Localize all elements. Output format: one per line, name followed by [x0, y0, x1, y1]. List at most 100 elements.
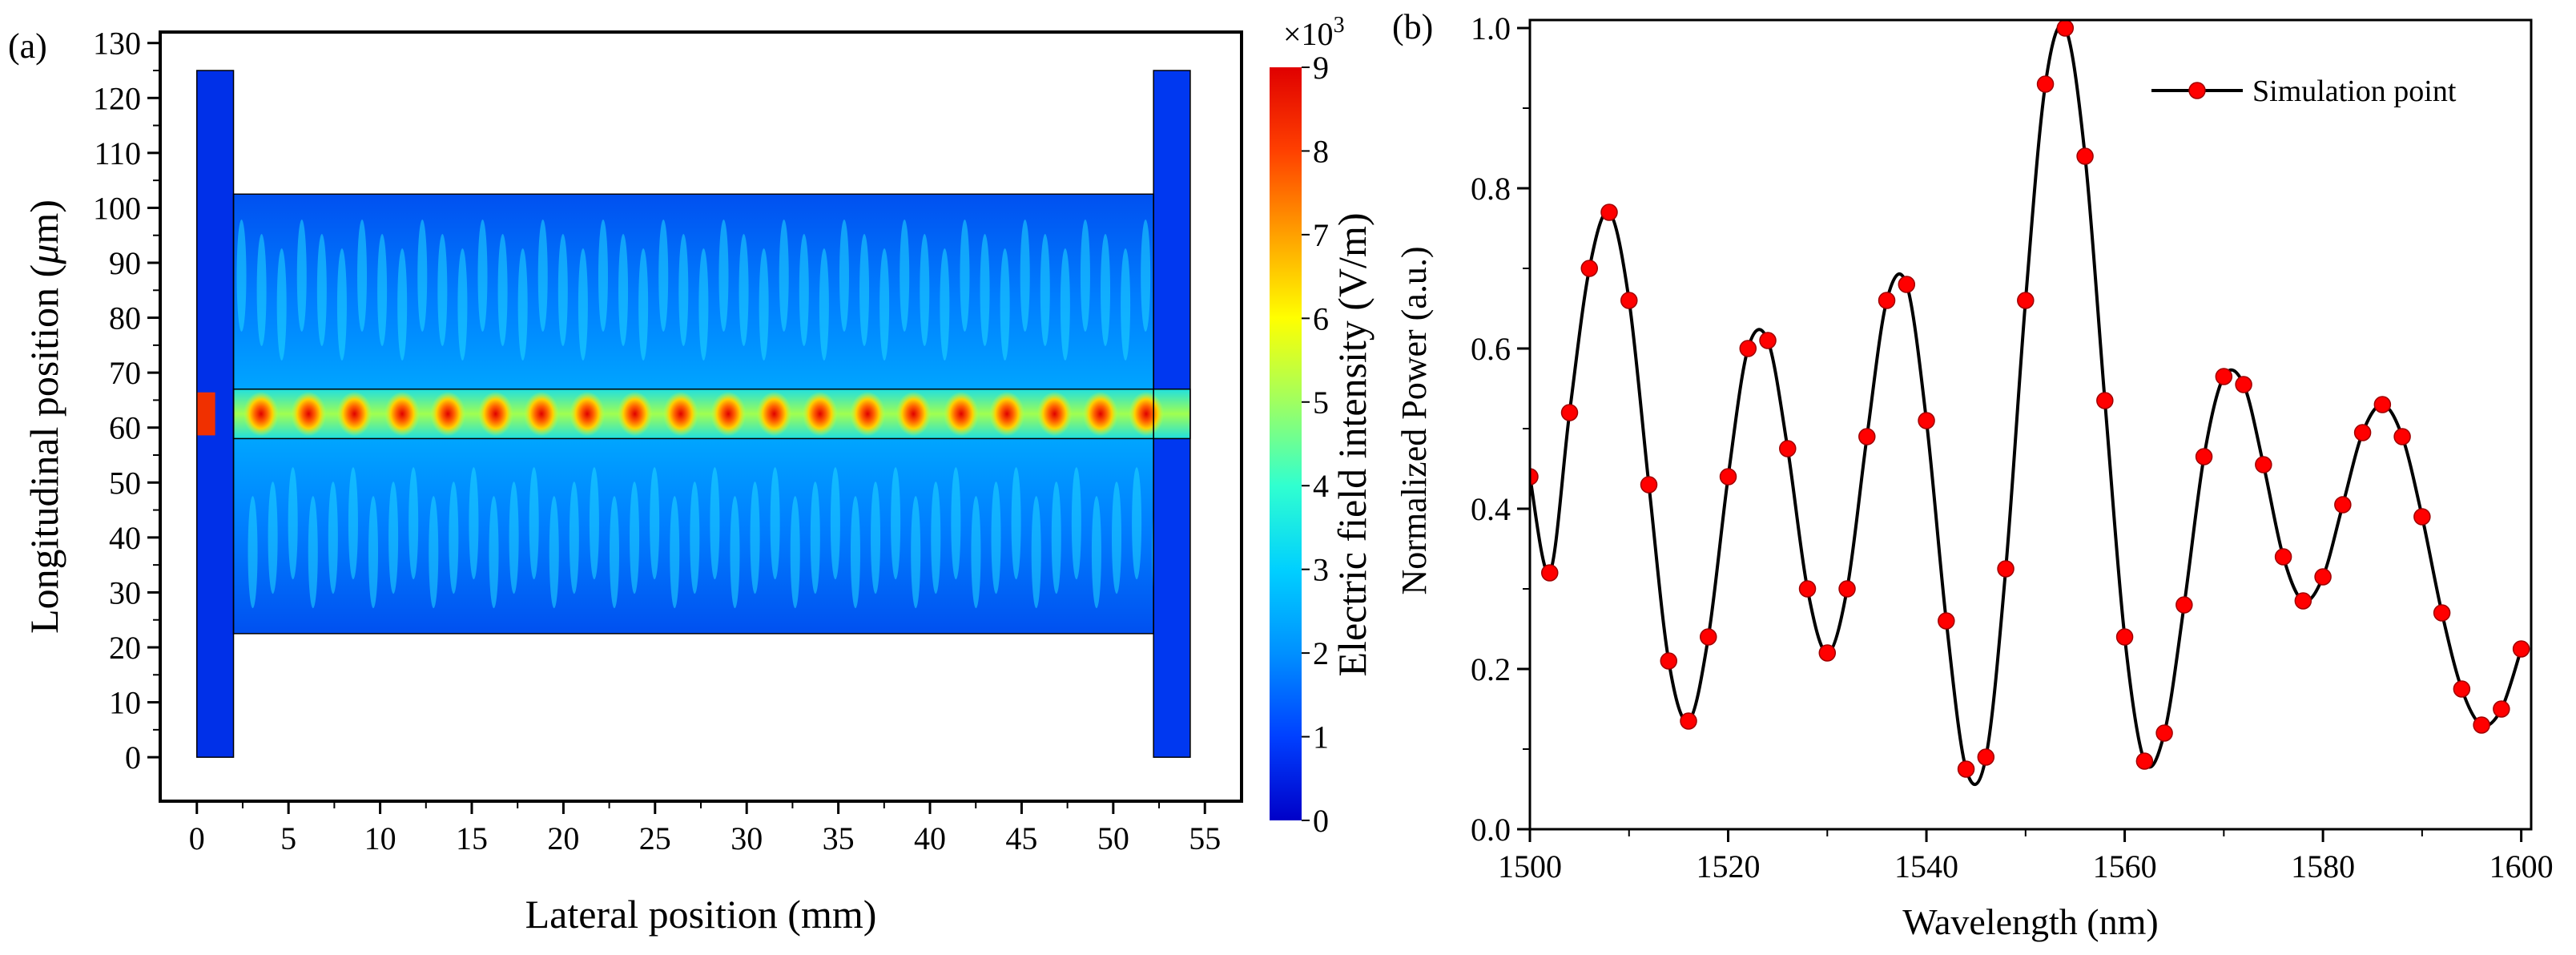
x-axis-title-b: Wavelength (nm)	[1902, 901, 2158, 942]
y-tick-label-a: 90	[109, 245, 141, 281]
y-tick-label-a: 0	[125, 739, 141, 776]
plot-area-b	[1530, 20, 2530, 787]
streak-upper	[598, 220, 608, 332]
streak-lower	[388, 482, 399, 594]
data-point	[1818, 644, 1837, 662]
data-point	[1759, 332, 1777, 349]
streak-upper	[980, 234, 990, 346]
x-tick-label-a: 40	[914, 820, 946, 856]
streak-upper	[779, 220, 789, 332]
data-point	[2155, 724, 2173, 742]
streak-upper	[316, 234, 327, 346]
streak-lower	[1112, 482, 1122, 594]
field-hotspot	[802, 391, 838, 437]
streak-lower	[690, 482, 700, 594]
streak-upper	[397, 248, 408, 361]
streak-upper	[1060, 248, 1070, 361]
y-tick-label-a: 120	[93, 80, 141, 116]
streak-upper	[357, 220, 368, 332]
y-tick-label-b: 0.0	[1471, 812, 1511, 848]
data-point	[2017, 292, 2035, 309]
panel-label-b: (b)	[1392, 7, 1433, 46]
x-tick-label-b: 1600	[2489, 848, 2554, 884]
streak-upper	[839, 220, 849, 332]
streak-lower	[569, 482, 579, 594]
data-point	[2353, 424, 2372, 441]
interference-streaks	[236, 220, 1162, 609]
streak-lower	[931, 482, 941, 594]
data-point	[1580, 260, 1599, 277]
colorbar-tick-label: 9	[1313, 50, 1329, 86]
y-tick-label-a: 110	[94, 135, 141, 171]
field-hotspot	[1082, 391, 1118, 437]
data-point	[1838, 580, 1856, 598]
streak-upper	[819, 248, 829, 361]
data-point	[1541, 564, 1559, 582]
x-tick-label-a: 5	[280, 820, 296, 856]
streak-lower	[871, 482, 881, 594]
y-tick-label-a: 100	[93, 190, 141, 226]
streak-upper	[739, 234, 749, 346]
streak-lower	[790, 496, 800, 609]
x-tick-label-a: 0	[189, 820, 205, 856]
heatmap-panel: (a) 0 5 10 15 20 25 30 35 40 45 50 55 0102030405060…	[8, 13, 1375, 937]
y-tick-label-a: 130	[93, 26, 141, 62]
colorbar-tick-label: 2	[1313, 635, 1329, 671]
streak-upper	[557, 234, 568, 346]
streak-lower	[1071, 467, 1081, 580]
field-hotspot	[756, 391, 792, 437]
y-tick-label-b: 0.4	[1471, 491, 1511, 527]
streak-lower	[911, 496, 921, 609]
data-point	[2135, 752, 2154, 770]
streak-upper	[618, 234, 629, 346]
streak-lower	[429, 496, 439, 609]
field-hotspot	[943, 391, 979, 437]
line-panel: (b) 1500 1520 1540 1560 1580 1600 0.00.20.40.…	[1392, 7, 2554, 942]
y-tick-label-b: 1.0	[1471, 10, 1511, 46]
legend: Simulation point	[2151, 75, 2457, 108]
streak-upper	[417, 220, 428, 332]
streak-upper	[859, 234, 870, 346]
input-source	[196, 392, 215, 436]
data-point	[1680, 712, 1697, 730]
data-point	[1997, 560, 2015, 578]
data-point	[1700, 628, 1717, 646]
panel-label-a: (a)	[8, 26, 47, 66]
colorbar-multiplier-base: ×10	[1283, 16, 1334, 52]
streak-lower	[489, 496, 499, 609]
streak-lower	[368, 496, 379, 609]
streak-upper	[537, 220, 548, 332]
streak-lower	[971, 496, 981, 609]
streak-lower	[409, 467, 419, 580]
streak-lower	[509, 482, 519, 594]
plot-frame-b	[1528, 18, 2533, 831]
streak-upper	[276, 248, 287, 361]
streak-lower	[1051, 482, 1061, 594]
y-axis-b: 0.0 0.2 0.4 0.6 0.8 1.0	[1471, 10, 1530, 848]
field-hotspot	[989, 391, 1025, 437]
streak-upper	[920, 234, 930, 346]
data-point	[2115, 628, 2134, 646]
y-axis-title-a-mu: μ	[22, 244, 66, 265]
data-point	[1719, 468, 1737, 486]
colorbar-title: Electric field intensity (V/m)	[1330, 213, 1375, 677]
x-tick-label-a: 30	[731, 820, 763, 856]
data-point	[2255, 456, 2272, 473]
data-point	[2096, 392, 2114, 409]
x-tick-label-a: 55	[1189, 820, 1221, 856]
data-point	[2235, 376, 2252, 393]
streak-lower	[891, 467, 901, 580]
streak-lower	[1091, 496, 1101, 609]
y-tick-label-a: 40	[109, 520, 141, 556]
field-hotspot	[617, 391, 653, 437]
data-point	[2512, 640, 2530, 658]
streak-upper	[879, 248, 890, 361]
data-point	[1600, 203, 1618, 221]
streak-lower	[630, 482, 640, 594]
field-hotspot	[384, 391, 421, 437]
data-point	[2215, 368, 2233, 385]
colorbar-tick-label: 7	[1313, 217, 1329, 253]
field-hotspot	[570, 391, 606, 437]
